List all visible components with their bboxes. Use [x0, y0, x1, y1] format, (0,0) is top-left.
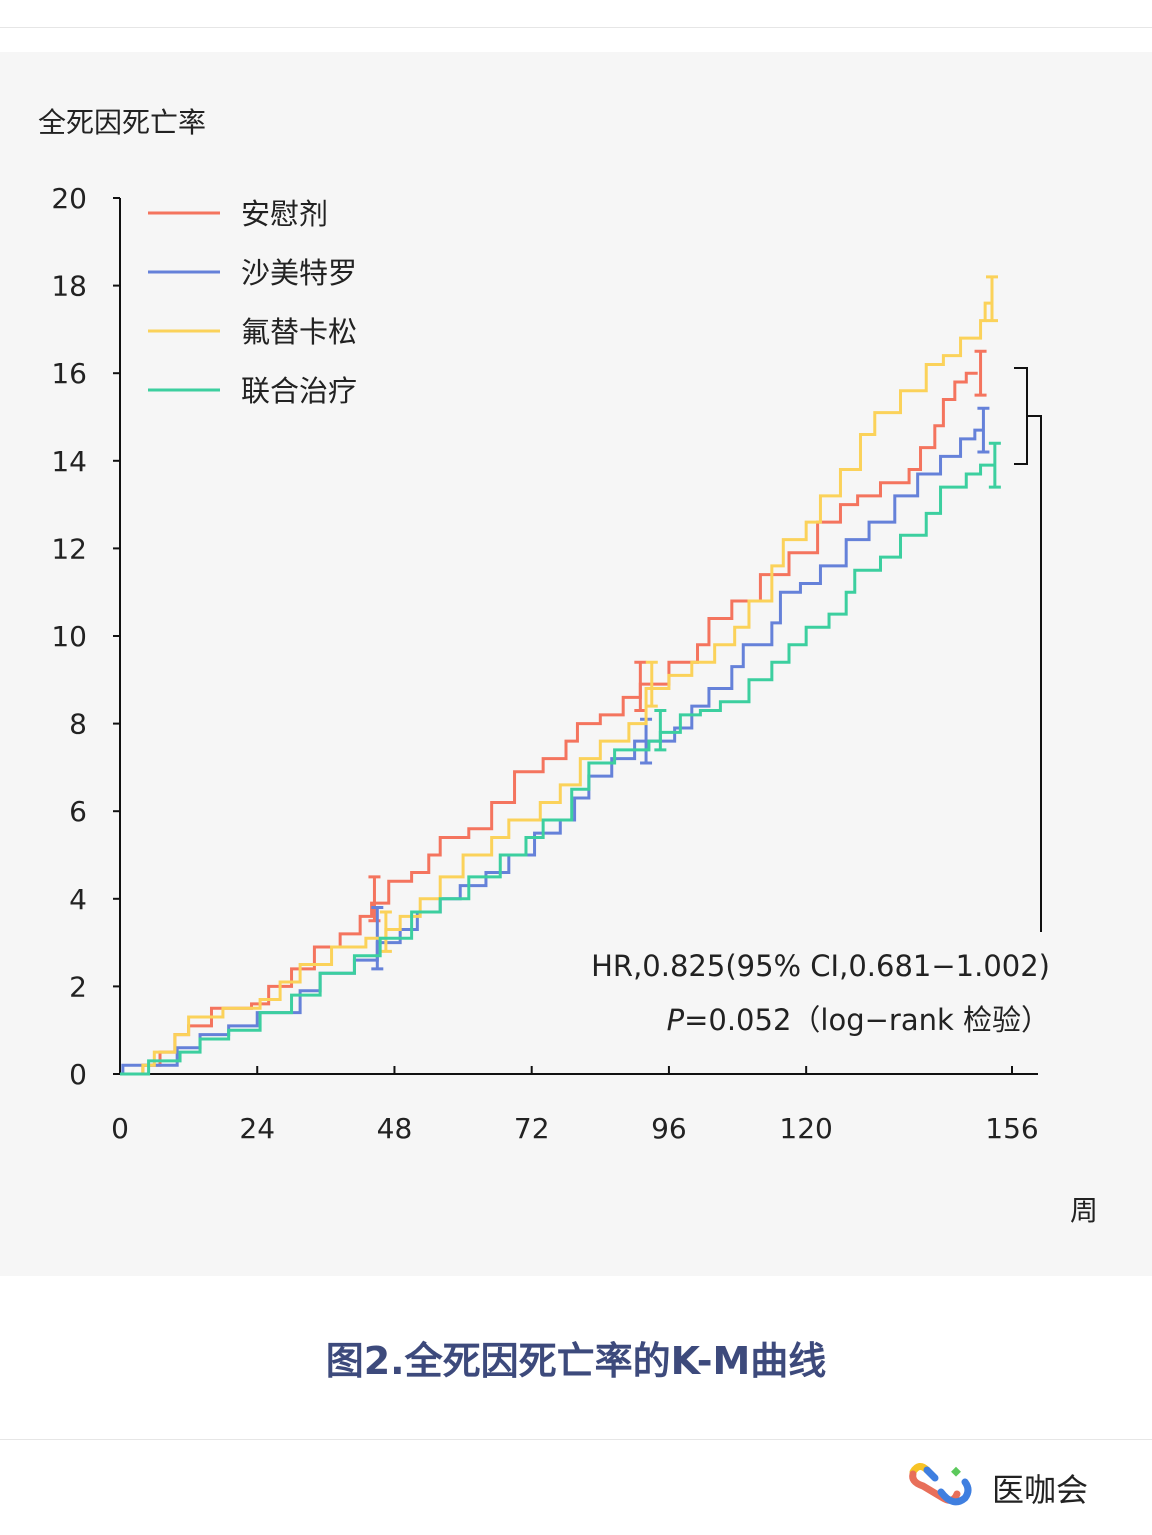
chart-panel — [0, 52, 1152, 1276]
legend-label: 氟替卡松 — [241, 315, 357, 349]
y-tick-label: 16 — [51, 357, 87, 390]
y-tick-label: 10 — [51, 620, 87, 653]
error-bar — [379, 910, 392, 953]
legend-label: 安慰剂 — [241, 197, 328, 231]
x-tick-label: 72 — [514, 1112, 550, 1145]
y-tick-label: 4 — [69, 883, 87, 916]
y-tick-label: 8 — [69, 708, 87, 741]
y-tick-label: 20 — [51, 182, 87, 215]
error-bar — [977, 406, 990, 454]
y-tick-label: 18 — [51, 270, 87, 303]
km-curve-3 — [120, 298, 994, 1076]
x-axis-label: 周 — [1070, 1194, 1098, 1227]
y-tick-label: 14 — [51, 445, 87, 478]
p-value-text: P=0.052（log−rank 检验） — [667, 1003, 1050, 1037]
y-tick-label: 2 — [69, 970, 87, 1003]
x-tick-label: 96 — [651, 1112, 687, 1145]
x-tick-label: 0 — [111, 1112, 129, 1145]
x-tick-label: 120 — [779, 1112, 832, 1145]
x-tick-label: 156 — [985, 1112, 1038, 1145]
comparison-bracket — [1014, 367, 1028, 465]
error-bar — [988, 441, 1001, 489]
x-tick-label: 48 — [377, 1112, 413, 1145]
brand-logo-icon — [909, 1463, 972, 1506]
brand-name: 医咖会 — [992, 1471, 1089, 1509]
legend-label: 联合治疗 — [241, 374, 357, 408]
bracket-connector — [1027, 415, 1042, 932]
error-bar — [645, 660, 658, 708]
error-bar — [654, 708, 667, 752]
km-curve-4 — [120, 463, 995, 1076]
error-bar — [985, 275, 998, 323]
y-tick-label: 6 — [69, 795, 87, 828]
x-tick-label: 24 — [239, 1112, 275, 1145]
km-curve-1 — [120, 371, 978, 1076]
hazard-ratio-text: HR,0.825(95% CI,0.681−1.002) — [591, 949, 1050, 983]
top-divider — [0, 27, 1152, 28]
bottom-divider — [0, 1439, 1152, 1440]
y-axis-label: 全死因死亡率 — [38, 106, 206, 139]
legend-label: 沙美特罗 — [241, 256, 357, 290]
error-bar — [974, 349, 987, 397]
figure-caption: 图2.全死因死亡率的K-M曲线 — [325, 1339, 827, 1383]
error-bar — [634, 660, 647, 712]
y-tick-label: 0 — [69, 1058, 87, 1091]
y-tick-label: 12 — [51, 532, 87, 565]
